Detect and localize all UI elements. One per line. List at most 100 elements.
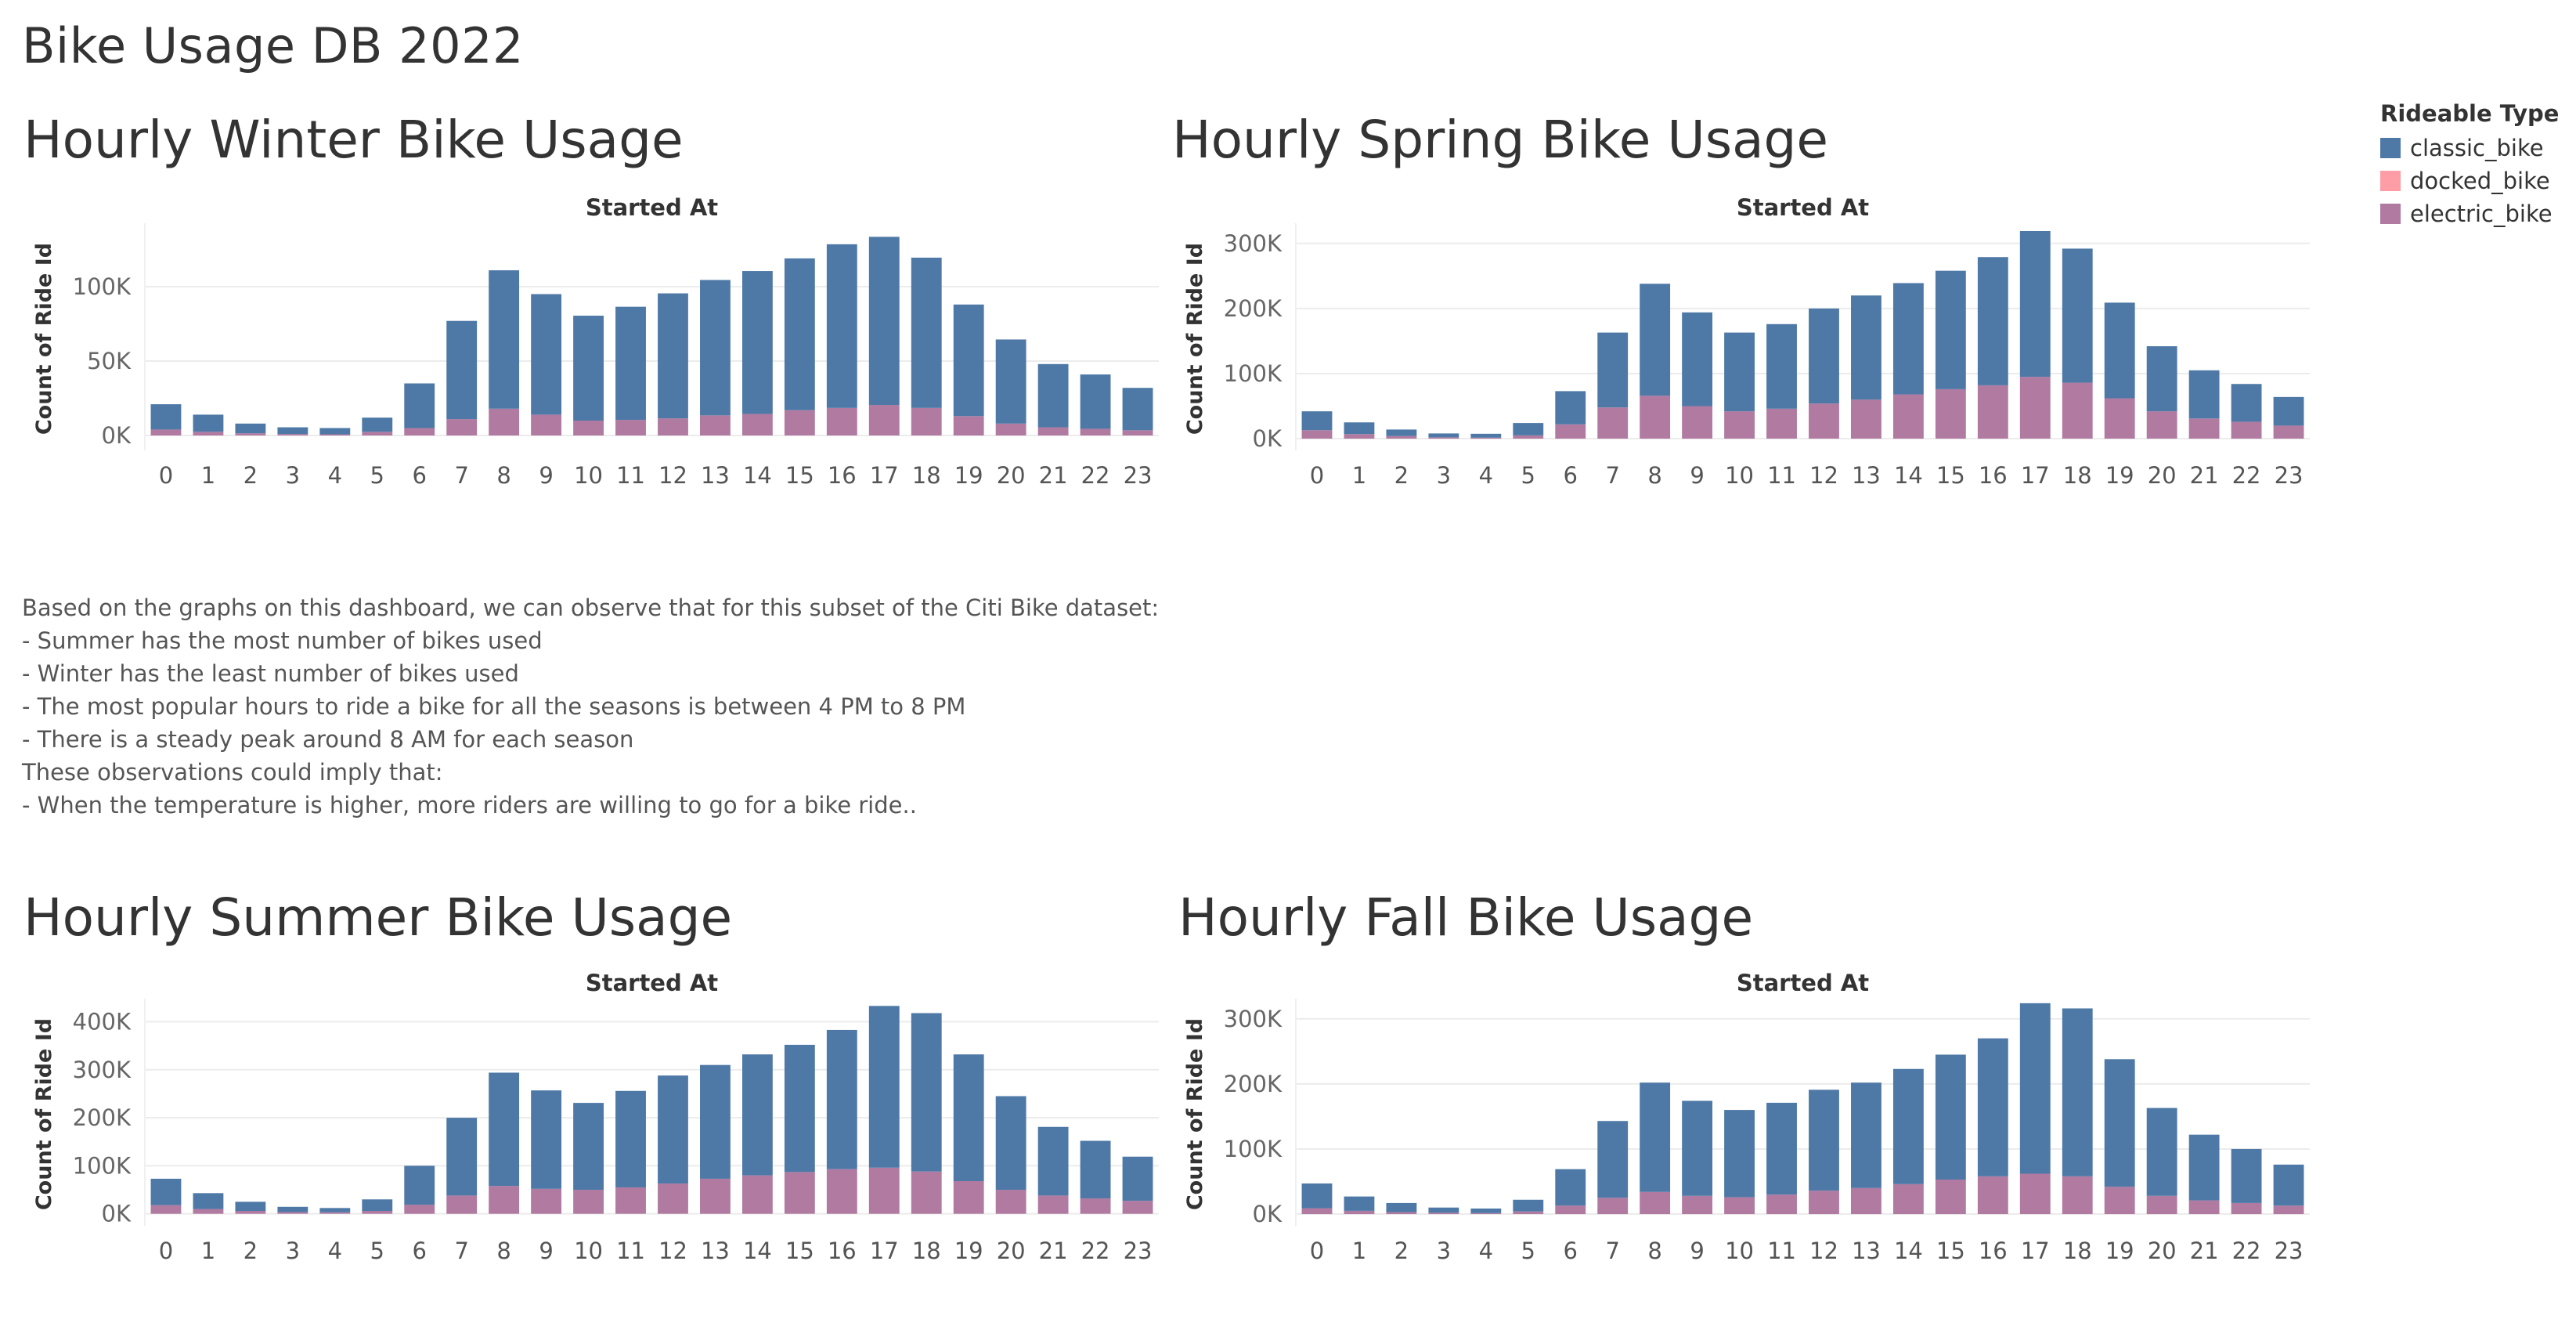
bar-classic-bike-22[interactable] — [1080, 374, 1111, 429]
bar-classic-bike-7[interactable] — [1597, 1121, 1629, 1198]
bar-classic-bike-9[interactable] — [531, 294, 562, 415]
bar-electric-bike-8[interactable] — [489, 1186, 520, 1214]
bar-classic-bike-5[interactable] — [362, 1199, 393, 1211]
bar-electric-bike-5[interactable] — [1513, 435, 1544, 439]
bar-electric-bike-18[interactable] — [911, 407, 942, 435]
bar-electric-bike-6[interactable] — [404, 428, 435, 436]
spring-bar-chart[interactable]: Started At Count of Ride Id 0K 100K 200K 300K… — [1174, 184, 2310, 529]
bar-electric-bike-10[interactable] — [573, 1190, 604, 1214]
bar-classic-bike-11[interactable] — [615, 1090, 646, 1187]
bar-electric-bike-9[interactable] — [1682, 1195, 1713, 1215]
bar-classic-bike-18[interactable] — [2062, 1008, 2093, 1176]
bar-electric-bike-19[interactable] — [953, 416, 984, 435]
bar-classic-bike-12[interactable] — [1809, 1089, 1839, 1191]
bar-electric-bike-20[interactable] — [2146, 411, 2177, 439]
bar-electric-bike-9[interactable] — [1682, 406, 1713, 439]
bar-electric-bike-16[interactable] — [826, 407, 857, 435]
bar-classic-bike-3[interactable] — [1428, 1207, 1459, 1213]
rideable-type-legend[interactable]: Rideable Type classic_bike docked_bike e… — [2380, 100, 2559, 230]
bar-classic-bike-21[interactable] — [2188, 370, 2220, 419]
bar-classic-bike-6[interactable] — [1555, 391, 1586, 425]
bar-classic-bike-4[interactable] — [1470, 1208, 1502, 1213]
bar-classic-bike-15[interactable] — [1935, 270, 1966, 389]
bar-electric-bike-11[interactable] — [1766, 408, 1797, 439]
bar-classic-bike-18[interactable] — [911, 1013, 942, 1172]
bar-classic-bike-6[interactable] — [1555, 1169, 1586, 1206]
bar-classic-bike-21[interactable] — [2188, 1134, 2220, 1201]
bar-classic-bike-2[interactable] — [235, 423, 266, 434]
bar-electric-bike-13[interactable] — [700, 415, 731, 435]
bar-classic-bike-16[interactable] — [1977, 1038, 2008, 1176]
bar-electric-bike-10[interactable] — [1724, 411, 1755, 439]
bar-electric-bike-0[interactable] — [150, 1205, 182, 1214]
bar-electric-bike-16[interactable] — [826, 1169, 857, 1214]
summer-bar-chart[interactable]: Started At Count of Ride Id 0K 100K 200K 300K… — [23, 959, 1159, 1304]
bar-classic-bike-14[interactable] — [1892, 1068, 1924, 1184]
bar-electric-bike-17[interactable] — [2019, 377, 2051, 439]
bar-electric-bike-8[interactable] — [1640, 1191, 1671, 1215]
bar-electric-bike-11[interactable] — [615, 420, 646, 435]
bar-classic-bike-0[interactable] — [150, 1178, 182, 1205]
bar-classic-bike-0[interactable] — [1301, 1183, 1333, 1209]
bar-electric-bike-8[interactable] — [489, 408, 520, 435]
bar-electric-bike-3[interactable] — [1428, 1212, 1459, 1215]
winter-bar-chart[interactable]: Started At Count of Ride Id 0K 50K 100K 0 1 2 3 4… — [23, 184, 1159, 529]
bar-electric-bike-13[interactable] — [1851, 399, 1881, 439]
bar-classic-bike-1[interactable] — [1344, 1196, 1375, 1211]
bar-electric-bike-19[interactable] — [2104, 1187, 2135, 1215]
bar-classic-bike-11[interactable] — [615, 306, 646, 421]
bar-classic-bike-3[interactable] — [277, 1206, 308, 1212]
bar-electric-bike-4[interactable] — [319, 1212, 351, 1214]
bar-electric-bike-6[interactable] — [1555, 424, 1586, 439]
bar-electric-bike-12[interactable] — [658, 418, 688, 435]
bar-electric-bike-8[interactable] — [1640, 396, 1671, 439]
bar-classic-bike-6[interactable] — [404, 1165, 435, 1205]
bar-electric-bike-21[interactable] — [1037, 1195, 1069, 1214]
bar-classic-bike-14[interactable] — [741, 271, 773, 414]
bar-electric-bike-20[interactable] — [2146, 1195, 2177, 1215]
bar-classic-bike-23[interactable] — [1122, 388, 1153, 431]
bar-classic-bike-10[interactable] — [1724, 332, 1755, 412]
bar-classic-bike-23[interactable] — [2273, 1164, 2304, 1206]
bar-classic-bike-4[interactable] — [1470, 433, 1502, 438]
bar-electric-bike-22[interactable] — [2231, 1202, 2262, 1215]
bar-classic-bike-16[interactable] — [1977, 257, 2008, 385]
bar-electric-bike-22[interactable] — [2231, 421, 2262, 439]
bar-electric-bike-6[interactable] — [404, 1205, 435, 1214]
bar-classic-bike-9[interactable] — [531, 1090, 562, 1189]
bar-classic-bike-4[interactable] — [319, 428, 351, 435]
bar-classic-bike-7[interactable] — [1597, 332, 1629, 408]
bar-classic-bike-16[interactable] — [826, 1029, 857, 1169]
bar-electric-bike-23[interactable] — [1122, 1201, 1153, 1214]
bar-classic-bike-15[interactable] — [784, 258, 815, 410]
bar-classic-bike-22[interactable] — [2231, 1148, 2262, 1203]
bar-electric-bike-1[interactable] — [193, 432, 224, 435]
bar-classic-bike-16[interactable] — [826, 244, 857, 408]
bar-classic-bike-10[interactable] — [573, 1103, 604, 1191]
bar-electric-bike-10[interactable] — [573, 421, 604, 435]
bar-classic-bike-8[interactable] — [489, 1072, 520, 1187]
bar-electric-bike-23[interactable] — [2273, 1205, 2304, 1215]
bar-classic-bike-20[interactable] — [995, 339, 1026, 424]
bar-classic-bike-15[interactable] — [784, 1044, 815, 1173]
bar-electric-bike-0[interactable] — [150, 429, 182, 435]
bar-classic-bike-20[interactable] — [995, 1096, 1026, 1191]
bar-electric-bike-14[interactable] — [1892, 1183, 1924, 1215]
bar-electric-bike-2[interactable] — [1386, 1212, 1417, 1215]
bar-classic-bike-12[interactable] — [1809, 308, 1839, 404]
bar-electric-bike-12[interactable] — [1809, 403, 1839, 439]
bar-classic-bike-13[interactable] — [1851, 1082, 1881, 1188]
legend-item-classic-bike[interactable]: classic_bike — [2380, 132, 2559, 164]
bar-electric-bike-5[interactable] — [1513, 1211, 1544, 1215]
bar-classic-bike-2[interactable] — [1386, 429, 1417, 436]
bar-classic-bike-14[interactable] — [1892, 283, 1924, 395]
bar-electric-bike-9[interactable] — [531, 414, 562, 435]
bar-electric-bike-2[interactable] — [235, 433, 266, 435]
bar-electric-bike-7[interactable] — [446, 1195, 478, 1214]
bar-classic-bike-19[interactable] — [953, 1054, 984, 1181]
bar-classic-bike-21[interactable] — [1037, 363, 1069, 428]
bar-classic-bike-20[interactable] — [2146, 346, 2177, 412]
bar-electric-bike-11[interactable] — [615, 1187, 646, 1214]
bar-classic-bike-3[interactable] — [277, 427, 308, 435]
bar-classic-bike-17[interactable] — [868, 237, 900, 406]
